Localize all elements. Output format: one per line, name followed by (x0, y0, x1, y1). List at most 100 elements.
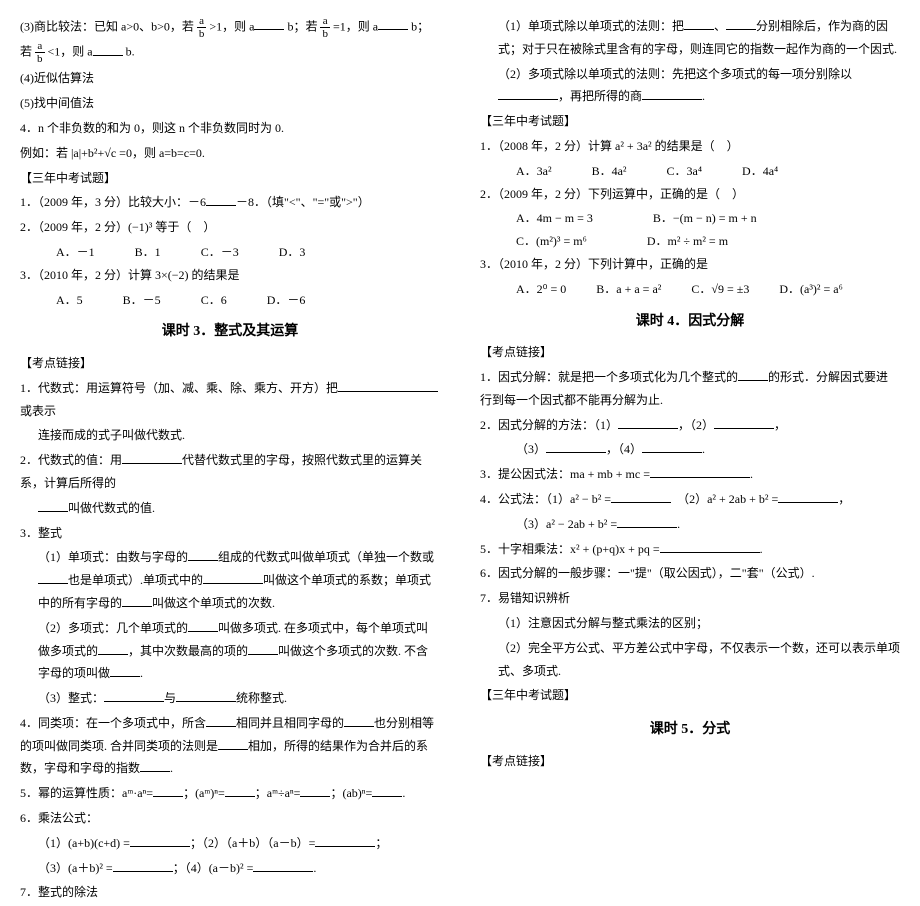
options: A．2⁰ = 0 B．a + a = a² C．√9 = ±3 D．(a³)² … (480, 278, 900, 301)
t: ，（4） (606, 442, 642, 456)
blank (176, 689, 236, 702)
blank (218, 737, 248, 750)
text: 4．n 个非负数的和为 0，则这 n 个非负数同时为 0. (20, 117, 440, 142)
text: 2．（2009 年，2 分）(−1)³ 等于（ ） (20, 216, 440, 241)
blank (122, 451, 182, 464)
frac: ab (35, 40, 45, 65)
text: 1．代数式：用运算符号（加、减、乘、除、乘方、开方）把或表示 (20, 377, 440, 425)
t: . (702, 442, 705, 456)
blank (98, 642, 128, 655)
text: 2．因式分解的方法：（1），（2）， (480, 414, 900, 439)
frac: ab (197, 15, 207, 40)
t: 4．公式法：（1）a² − b² = (480, 492, 611, 506)
lesson-title: 课时 4．因式分解 (480, 309, 900, 336)
text: （3）整式：与统称整式. (20, 687, 440, 712)
right-column: （1）单项式除以单项式的法则：把、分别相除后，作为商的因式；对于只在被除式里含有… (460, 0, 920, 650)
opt: C．6 (201, 289, 227, 312)
blank (113, 859, 173, 872)
t: （1）(a+b)(c+d) = (38, 836, 130, 850)
section-heading: 【考点链接】 (20, 352, 440, 377)
text: 例如：若 |a|+b²+√c =0，则 a=b=c=0. (20, 142, 440, 167)
blank (498, 87, 558, 100)
text: 1．（2009 年，3 分）比较大小：－6－8．（填"<"、"="或">"） (20, 191, 440, 216)
opt: A．5 (56, 289, 83, 312)
blank (110, 664, 140, 677)
t: （2）a² + 2ab + b² = (671, 492, 778, 506)
blank (738, 368, 768, 381)
t: 叫做代数式的值. (68, 501, 155, 515)
t: 3．提公因式法：ma + mb + mc = (480, 467, 650, 481)
text: (5)找中间值法 (20, 92, 440, 117)
opt: C．3a⁴ (667, 160, 703, 183)
options: A．－1 B．1 C．－3 D．3 (20, 241, 440, 264)
text: (3)商比较法：已知 a>0、b>0，若 ab >1，则 a b；若 ab =1… (20, 15, 440, 67)
opt: B．－5 (123, 289, 161, 312)
text: 5．十字相乘法：x² + (p+q)x + pq =. (480, 538, 900, 563)
text: 4．公式法：（1）a² − b² = （2）a² + 2ab + b² =， (480, 488, 900, 513)
t: （1）单项式：由数与字母的 (38, 550, 188, 564)
t: ；aᵐ÷aⁿ= (255, 786, 301, 800)
text: （1）(a+b)(c+d) = ；（2）（a＋b）（a－b）= ； (20, 832, 440, 857)
text: 7．整式的除法 (20, 881, 440, 906)
text: （2）多项式：几个单项式的叫做多项式. 在多项式中，每个单项式叫做多项式的，其中… (20, 617, 440, 687)
t: (3)商比较法：已知 a>0、b>0，若 (20, 19, 194, 33)
blank (225, 784, 255, 797)
text: 叫做代数式的值. (20, 497, 440, 522)
blank (714, 416, 774, 429)
lesson-title: 课时 5．分式 (480, 717, 900, 744)
blank (206, 714, 236, 727)
t: （3）a² − 2ab + b² = (516, 517, 617, 531)
text: 3．提公因式法：ma + mb + mc =. (480, 463, 900, 488)
t: 组成的代数式叫做单项式（单独一个数或 (218, 550, 434, 564)
t: 5．幂的运算性质：aᵐ·aⁿ= (20, 786, 153, 800)
text: （2）完全平方公式、平方差公式中字母，不仅表示一个数，还可以表示单项式、多项式. (480, 637, 900, 685)
blank (253, 859, 313, 872)
blank (642, 440, 702, 453)
options: C．(m²)³ = m⁶ D．m² ÷ m² = m (480, 230, 900, 253)
text: 7．易错知识辨析 (480, 587, 900, 612)
blank (611, 490, 671, 503)
opt: A．4m − m = 3 (516, 207, 593, 230)
t: ；(ab)ⁿ= (330, 786, 372, 800)
opt: D．4a⁴ (742, 160, 778, 183)
text: 6．乘法公式： (20, 807, 440, 832)
t: ，其中次数最高的项的 (128, 644, 248, 658)
t: 2．因式分解的方法：（1） (480, 418, 618, 432)
t: =1，则 a (333, 19, 378, 33)
text: （3）a² − 2ab + b² =. (480, 513, 900, 538)
t: （3）整式： (38, 691, 104, 705)
blank (122, 594, 152, 607)
blank (206, 193, 236, 206)
text: （1）单项式除以单项式的法则：把、分别相除后，作为商的因式；对于只在被除式里含有… (480, 15, 900, 63)
left-column: (3)商比较法：已知 a>0、b>0，若 ab >1，则 a b；若 ab =1… (0, 0, 460, 650)
t: . (702, 89, 705, 103)
blank (300, 784, 330, 797)
t: －8．（填"<"、"="或">"） (236, 195, 370, 209)
blank (104, 689, 164, 702)
frac: ab (320, 15, 330, 40)
t: <1，则 a (48, 45, 93, 59)
opt: D．－6 (267, 289, 306, 312)
t: 相同并且相同字母的 (236, 716, 344, 730)
blank (344, 714, 374, 727)
blank (618, 416, 678, 429)
t: 叫做这个单项式的次数. (152, 596, 275, 610)
text: 3．（2010 年，2 分）下列计算中，正确的是 (480, 253, 900, 278)
t: ； (375, 836, 387, 850)
section-heading: 【三年中考试题】 (20, 167, 440, 192)
t: 2．代数式的值：用 (20, 453, 122, 467)
blank (248, 642, 278, 655)
text: 3．整式 (20, 522, 440, 547)
t: . (677, 517, 680, 531)
blank (93, 43, 123, 56)
t: . (313, 861, 316, 875)
t: 5．十字相乘法：x² + (p+q)x + pq = (480, 542, 660, 556)
section-heading: 【三年中考试题】 (480, 110, 900, 135)
blank (38, 499, 68, 512)
t: ；（2）（a＋b）（a－b）= (190, 836, 315, 850)
text: 4．同类项：在一个多项式中，所含相同并且相同字母的也分别相等的项叫做同类项. 合… (20, 712, 440, 782)
opt: A．3a² (516, 160, 552, 183)
t: . (140, 666, 143, 680)
blank (546, 440, 606, 453)
text: （1）单项式：由数与字母的组成的代数式叫做单项式（单独一个数或也是单项式）.单项… (20, 546, 440, 616)
